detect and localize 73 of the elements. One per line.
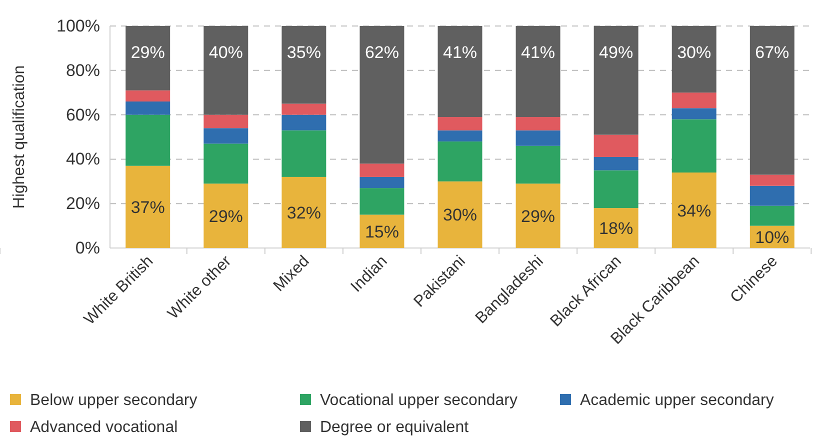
bar: [594, 208, 638, 248]
bar: [282, 176, 326, 248]
bar: [672, 108, 716, 120]
bar: [750, 206, 794, 226]
y-tick-label: 20%: [66, 194, 100, 214]
bar: [516, 117, 560, 130]
data-label: 37%: [130, 198, 165, 217]
bar: [438, 141, 482, 182]
bar: [360, 188, 404, 215]
data-label: 41%: [442, 43, 478, 62]
bar: [516, 146, 560, 184]
bar: [204, 26, 248, 115]
data-label: 29%: [208, 206, 243, 226]
bar: [204, 128, 248, 144]
y-tick-label: 40%: [66, 150, 100, 169]
bar: [360, 26, 404, 164]
bar: [438, 181, 482, 248]
bar: [750, 186, 794, 206]
bar: [360, 176, 404, 188]
data-label: 10%: [755, 228, 790, 247]
data-label: 32%: [286, 203, 321, 222]
data-label: 30%: [442, 206, 478, 225]
data-label: 67%: [755, 43, 790, 62]
data-label: 34%: [677, 201, 712, 220]
bar: [438, 26, 482, 118]
data-label: 62%: [364, 43, 399, 62]
y-tick-label: 0%: [75, 238, 100, 258]
y-tick-label: 60%: [66, 105, 100, 124]
data-label: 29%: [130, 43, 165, 62]
bar: [672, 119, 716, 173]
bar: [282, 104, 326, 115]
y-tick-label: 80%: [66, 60, 100, 80]
bar: [438, 117, 482, 130]
y-axis-title: Highest qualification: [11, 65, 28, 209]
bar: [594, 26, 638, 135]
bar: [594, 156, 638, 170]
bar: [204, 184, 248, 248]
data-label: 41%: [521, 43, 556, 62]
bar: [672, 92, 716, 108]
legend-label: Advanced vocational: [30, 419, 178, 436]
data-label: 40%: [208, 43, 243, 62]
y-tick-label: 100%: [56, 16, 100, 36]
bar: [360, 164, 404, 177]
bar: [282, 26, 326, 104]
data-label: 35%: [286, 43, 321, 62]
bar: [126, 114, 170, 166]
bar: [282, 114, 326, 130]
legend-label: Below upper secondary: [30, 392, 198, 409]
data-label: 18%: [599, 219, 634, 238]
bar: [750, 26, 794, 175]
legend-label: Academic upper secondary: [580, 392, 774, 409]
bar: [126, 101, 170, 115]
bar: [204, 144, 248, 184]
bar: [672, 172, 716, 248]
data-label: 29%: [521, 206, 556, 226]
bar: [126, 166, 170, 248]
data-label: 15%: [364, 222, 399, 242]
bar: [594, 170, 638, 208]
bar: [516, 130, 560, 146]
data-label: 30%: [677, 43, 712, 62]
bar: [126, 26, 170, 90]
bar: [126, 90, 170, 102]
bar: [516, 26, 560, 118]
legend-label: Vocational upper secondary: [320, 392, 518, 409]
bar: [516, 184, 560, 248]
bar: [438, 130, 482, 142]
bar: [750, 174, 794, 186]
bar: [204, 114, 248, 128]
bar: [594, 134, 638, 157]
bar: [282, 130, 326, 177]
bar: [672, 26, 716, 93]
data-label: 49%: [599, 43, 634, 62]
legend-label: Degree or equivalent: [320, 419, 470, 436]
